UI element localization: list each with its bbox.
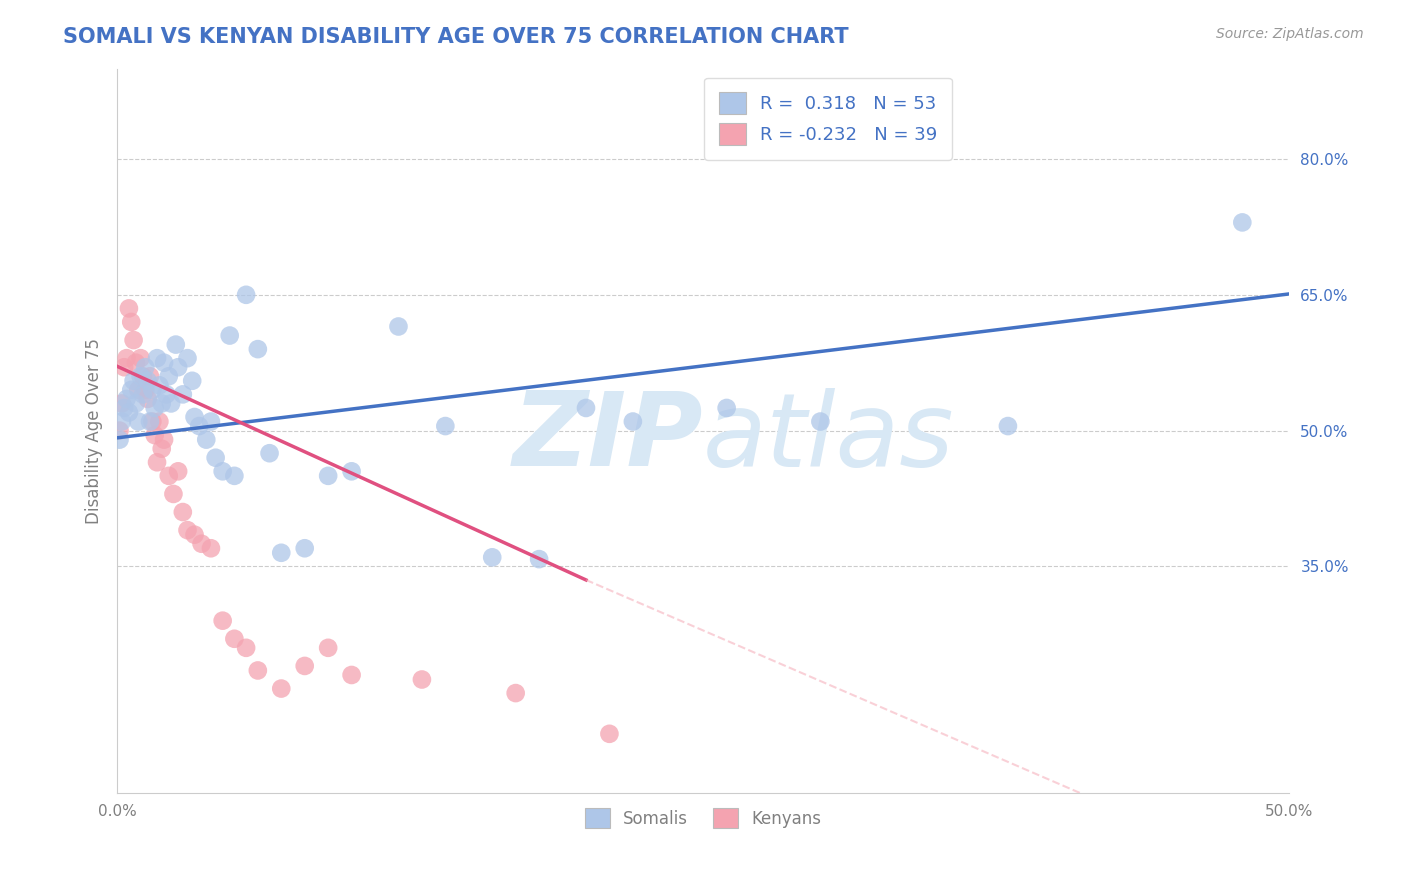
Point — [143, 428, 166, 442]
Point — [172, 387, 194, 401]
Point — [200, 541, 222, 556]
Point — [112, 360, 135, 375]
Point — [162, 487, 184, 501]
Point — [183, 527, 205, 541]
Point — [246, 342, 269, 356]
Point — [125, 356, 148, 370]
Point — [172, 505, 194, 519]
Point — [224, 632, 246, 646]
Point — [165, 337, 187, 351]
Point — [434, 419, 457, 434]
Point — [139, 415, 162, 429]
Point — [316, 468, 339, 483]
Point — [411, 673, 433, 687]
Point — [127, 383, 149, 397]
Point — [176, 351, 198, 366]
Point — [160, 396, 183, 410]
Point — [195, 433, 218, 447]
Point — [716, 401, 738, 415]
Point — [153, 356, 176, 370]
Point — [211, 614, 233, 628]
Point — [246, 664, 269, 678]
Point — [218, 328, 240, 343]
Point — [176, 523, 198, 537]
Point — [505, 686, 527, 700]
Point — [340, 668, 363, 682]
Legend: Somalis, Kenyans: Somalis, Kenyans — [578, 801, 828, 835]
Point — [294, 659, 316, 673]
Point — [150, 396, 173, 410]
Point — [157, 468, 180, 483]
Point — [141, 415, 163, 429]
Point — [621, 415, 644, 429]
Point — [259, 446, 281, 460]
Point — [112, 401, 135, 415]
Point — [527, 552, 550, 566]
Point — [146, 455, 169, 469]
Point — [148, 378, 170, 392]
Point — [134, 383, 156, 397]
Point — [235, 640, 257, 655]
Point — [204, 450, 226, 465]
Point — [134, 360, 156, 375]
Point — [125, 396, 148, 410]
Point — [575, 401, 598, 415]
Point — [340, 464, 363, 478]
Point — [224, 468, 246, 483]
Point — [111, 415, 134, 429]
Text: atlas: atlas — [703, 388, 955, 488]
Point — [141, 383, 163, 397]
Point — [148, 415, 170, 429]
Point — [235, 288, 257, 302]
Point — [270, 546, 292, 560]
Point — [122, 333, 145, 347]
Point — [387, 319, 409, 334]
Point — [294, 541, 316, 556]
Point — [150, 442, 173, 456]
Point — [118, 405, 141, 419]
Point — [167, 464, 190, 478]
Point — [155, 387, 177, 401]
Point — [598, 727, 620, 741]
Point — [120, 383, 142, 397]
Point — [143, 401, 166, 415]
Point — [129, 351, 152, 366]
Point — [270, 681, 292, 696]
Point — [127, 415, 149, 429]
Text: ZIP: ZIP — [513, 387, 703, 488]
Point — [129, 369, 152, 384]
Point — [139, 369, 162, 384]
Point — [153, 433, 176, 447]
Point — [136, 374, 159, 388]
Text: Source: ZipAtlas.com: Source: ZipAtlas.com — [1216, 27, 1364, 41]
Point — [120, 315, 142, 329]
Point — [146, 351, 169, 366]
Point — [136, 392, 159, 406]
Point — [115, 392, 138, 406]
Point — [808, 415, 831, 429]
Point — [108, 433, 131, 447]
Point — [1232, 215, 1254, 229]
Point — [122, 374, 145, 388]
Text: SOMALI VS KENYAN DISABILITY AGE OVER 75 CORRELATION CHART: SOMALI VS KENYAN DISABILITY AGE OVER 75 … — [63, 27, 849, 46]
Point — [167, 360, 190, 375]
Point — [132, 369, 155, 384]
Point — [997, 419, 1019, 434]
Point — [157, 369, 180, 384]
Point — [200, 415, 222, 429]
Point — [183, 409, 205, 424]
Point — [316, 640, 339, 655]
Point — [211, 464, 233, 478]
Point — [181, 374, 204, 388]
Y-axis label: Disability Age Over 75: Disability Age Over 75 — [86, 337, 103, 524]
Point — [188, 419, 211, 434]
Point — [190, 537, 212, 551]
Point — [115, 351, 138, 366]
Point — [118, 301, 141, 316]
Point — [108, 424, 131, 438]
Point — [132, 387, 155, 401]
Point — [481, 550, 503, 565]
Point — [111, 396, 134, 410]
